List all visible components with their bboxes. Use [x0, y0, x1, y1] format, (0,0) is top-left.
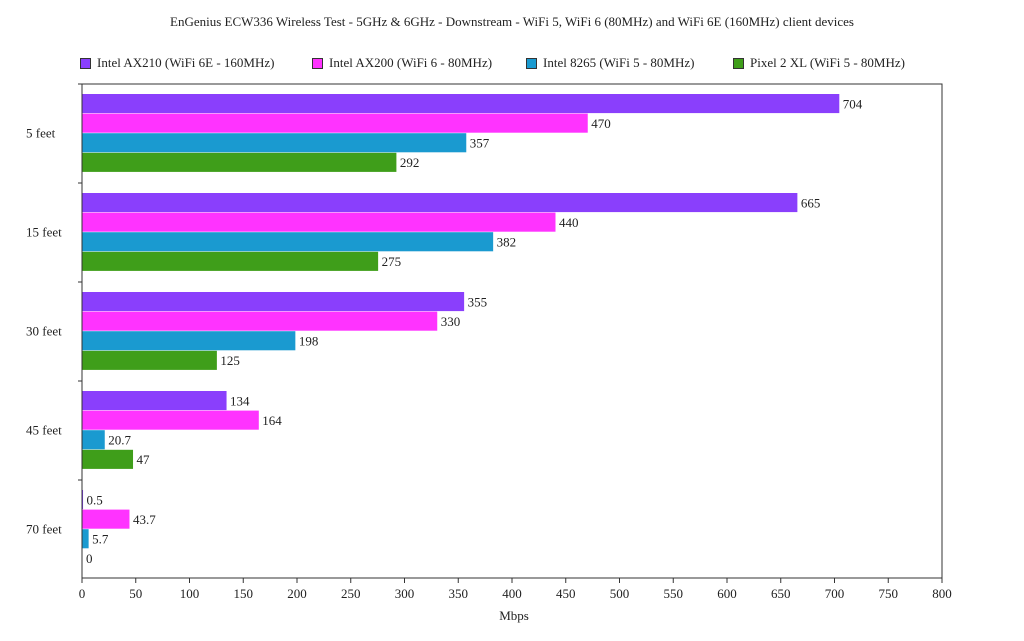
data-label: 357: [470, 136, 490, 151]
bar: [82, 113, 588, 133]
data-label: 43.7: [133, 512, 156, 527]
x-tick-label: 800: [932, 586, 952, 601]
legend-swatch: [526, 57, 537, 69]
legend-label: Pixel 2 XL (WiFi 5 - 80MHz): [750, 55, 905, 70]
bar: [82, 133, 467, 153]
x-tick-label: 50: [129, 586, 142, 601]
data-label: 292: [400, 155, 420, 170]
data-label: 47: [137, 452, 151, 467]
x-tick-label: 700: [825, 586, 845, 601]
data-label: 275: [382, 254, 402, 269]
bar: [82, 449, 134, 469]
legend-swatch: [80, 57, 91, 69]
data-label: 382: [497, 235, 517, 250]
data-label: 665: [801, 195, 821, 210]
legend-swatch: [312, 57, 323, 69]
data-label: 330: [441, 314, 461, 329]
legend-item: Intel 8265 (WiFi 5 - 80MHz): [526, 54, 694, 72]
data-label: 125: [220, 353, 240, 368]
bar: [82, 232, 494, 252]
x-tick-label: 350: [449, 586, 469, 601]
legend-label: Intel AX210 (WiFi 6E - 160MHz): [97, 55, 275, 70]
x-tick-label: 650: [771, 586, 791, 601]
x-tick-label: 300: [395, 586, 415, 601]
bar: [82, 152, 397, 172]
legend-label: Intel AX200 (WiFi 6 - 80MHz): [329, 55, 493, 70]
bar: [82, 509, 130, 529]
bar: [82, 529, 89, 549]
legend: Intel AX210 (WiFi 6E - 160MHz) Intel AX20…: [80, 54, 980, 72]
bar: [82, 311, 438, 331]
legend-item: Intel AX210 (WiFi 6E - 160MHz): [80, 54, 274, 72]
y-tick-label: 70 feet: [26, 522, 62, 537]
data-label: 5.7: [92, 532, 109, 547]
x-tick-label: 600: [717, 586, 737, 601]
x-tick-label: 500: [610, 586, 630, 601]
data-label: 704: [843, 96, 863, 111]
x-tick-label: 100: [180, 586, 200, 601]
bar: [82, 94, 840, 114]
bar: [82, 391, 227, 411]
data-label: 20.7: [108, 433, 131, 448]
data-label: 198: [299, 334, 319, 349]
legend-label: Intel 8265 (WiFi 5 - 80MHz): [543, 55, 695, 70]
bar: [82, 410, 259, 430]
x-tick-label: 450: [556, 586, 576, 601]
y-tick-label: 45 feet: [26, 423, 62, 438]
bar: [82, 212, 556, 232]
x-tick-label: 250: [341, 586, 361, 601]
data-label: 355: [468, 294, 488, 309]
bar: [82, 490, 84, 510]
data-label: 440: [559, 215, 579, 230]
x-tick-label: 200: [287, 586, 307, 601]
legend-item: Pixel 2 XL (WiFi 5 - 80MHz): [733, 54, 905, 72]
bar: [82, 430, 105, 450]
bar: [82, 193, 798, 213]
x-tick-label: 0: [79, 586, 86, 601]
data-label: 0.5: [87, 492, 103, 507]
x-tick-label: 550: [664, 586, 684, 601]
bar: [82, 292, 465, 312]
legend-swatch: [733, 57, 744, 69]
bar: [82, 350, 217, 370]
x-tick-label: 150: [234, 586, 254, 601]
legend-item: Intel AX200 (WiFi 6 - 80MHz): [312, 54, 492, 72]
bar: [82, 251, 379, 271]
data-label: 164: [262, 413, 282, 428]
chart-title: EnGenius ECW336 Wireless Test - 5GHz & 6…: [170, 14, 854, 29]
y-tick-label: 30 feet: [26, 324, 62, 339]
x-tick-label: 750: [879, 586, 899, 601]
data-label: 134: [230, 393, 250, 408]
data-label: 0: [86, 551, 93, 566]
x-axis-title: Mbps: [499, 608, 529, 623]
y-tick-label: 15 feet: [26, 225, 62, 240]
y-tick-label: 5 feet: [26, 126, 56, 141]
bar: [82, 331, 296, 351]
data-label: 470: [591, 116, 611, 131]
x-tick-label: 400: [502, 586, 522, 601]
